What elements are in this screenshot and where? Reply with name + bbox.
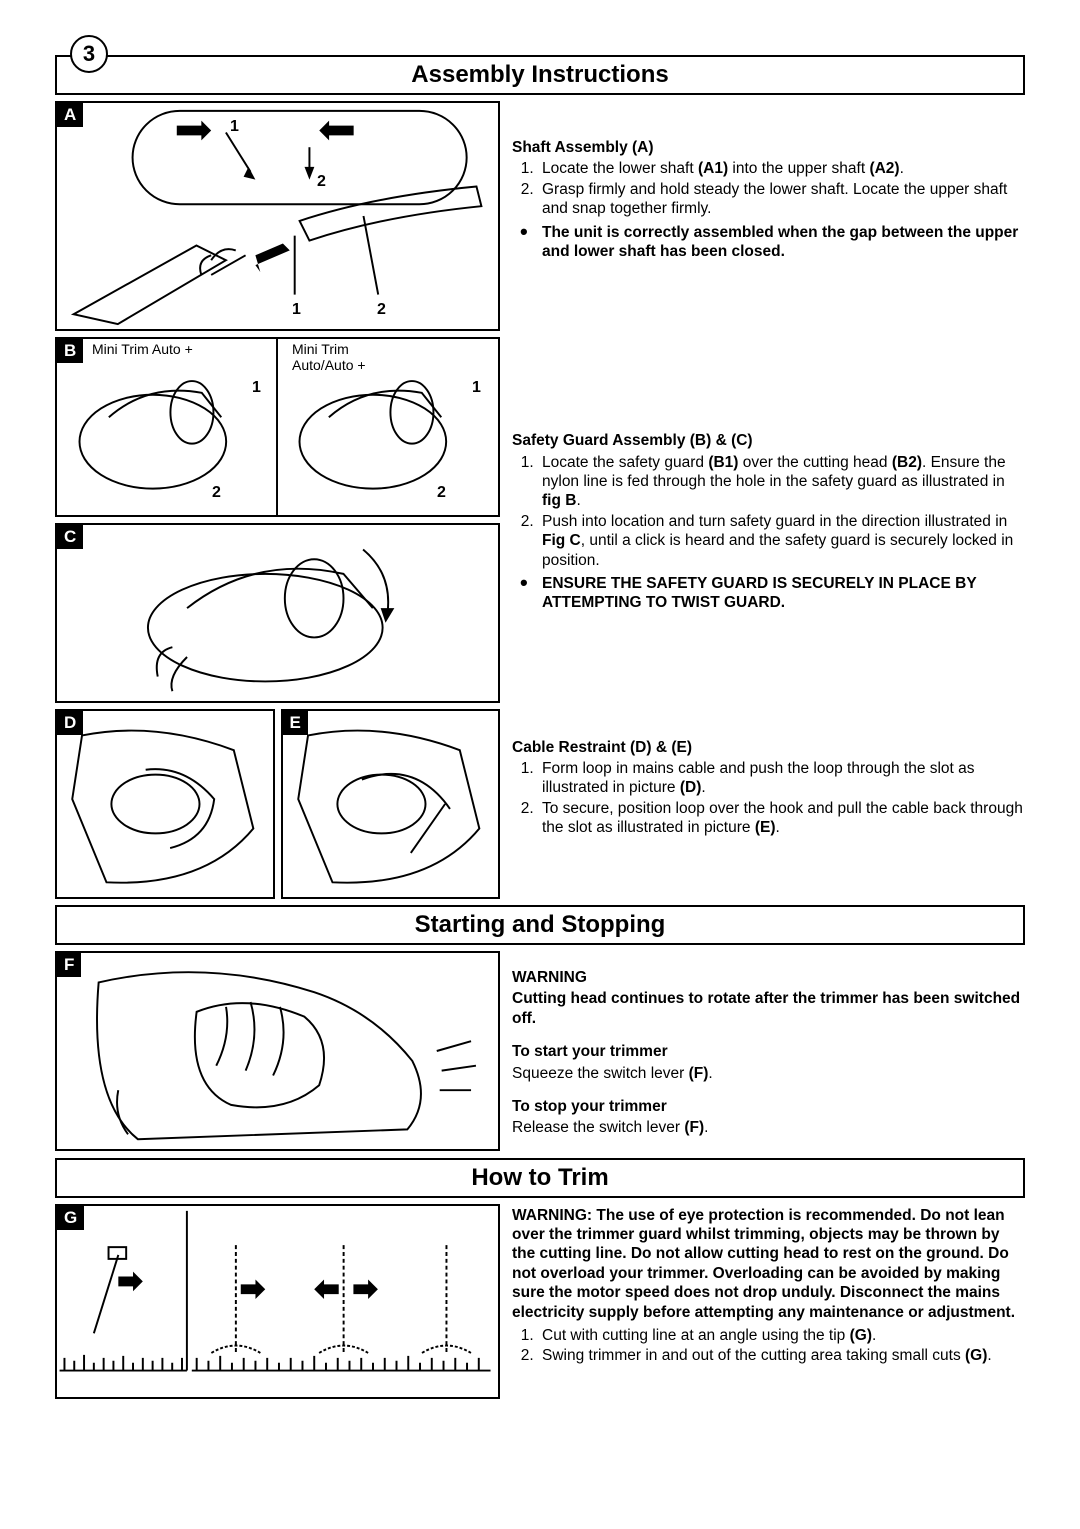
diagram-a-label: A [57,103,83,127]
shaft-steps: Locate the lower shaft (A1) into the upp… [512,159,1025,218]
start-block: To start your trimmer Squeeze the switch… [512,1042,1025,1083]
warning-text: Cutting head continues to rotate after t… [512,989,1025,1028]
guard-step-2: Push into location and turn safety guard… [538,512,1025,570]
diagram-e-svg [283,711,499,897]
diagram-d: D [55,709,275,899]
cable-step-1: Form loop in mains cable and push the lo… [538,759,1025,798]
diagram-de-row: D E [55,709,500,899]
diag-b-l2: 2 [212,484,221,502]
guard-heading: Safety Guard Assembly (B) & (C) [512,431,1025,450]
diagram-e: E [281,709,501,899]
diagram-a-svg [57,103,498,329]
guard-steps: Locate the safety guard (B1) over the cu… [512,453,1025,570]
diagram-d-label: D [57,711,83,735]
howto-step-1: Cut with cutting line at an angle using … [538,1326,1025,1345]
diagram-f-svg [57,953,498,1149]
stop-heading: To stop your trimmer [512,1097,1025,1116]
shaft-bullet: The unit is correctly assembled when the… [520,223,1025,262]
assembly-text: Shaft Assembly (A) Locate the lower shaf… [512,101,1025,899]
shaft-heading: Shaft Assembly (A) [512,138,1025,157]
diagram-c: C [55,523,500,703]
start-text: Squeeze the switch lever (F). [512,1064,1025,1083]
howto-title: How to Trim [55,1158,1025,1198]
starting-row: F WARNING Cutting head continues to rota… [55,951,1025,1152]
diagram-a: A 1 2 1 [55,101,500,331]
diag-b-r1: 1 [472,379,481,397]
diagram-f: F [55,951,500,1151]
starting-diagrams: F [55,951,500,1152]
starting-text: WARNING Cutting head continues to rotate… [512,951,1025,1152]
howto-warning: WARNING: The use of eye protection is re… [512,1206,1025,1322]
diagram-e-label: E [283,711,308,735]
diag-a-num2-bot: 2 [377,301,386,319]
start-heading: To start your trimmer [512,1042,1025,1061]
diag-a-num1-top: 1 [230,118,239,136]
diag-b-minitrim: Mini Trim Auto + [92,341,193,357]
starting-warning: WARNING Cutting head continues to rotate… [512,968,1025,1028]
diagram-c-svg [57,525,498,701]
assembly-row: A 1 2 1 [55,101,1025,899]
guard-block: Safety Guard Assembly (B) & (C) Locate t… [512,431,1025,612]
diag-b-minitrimauto: Mini Trim Auto/Auto + [292,341,412,373]
diagram-g-svg [57,1206,498,1397]
diagram-g-label: G [57,1206,84,1230]
cable-heading: Cable Restraint (D) & (E) [512,738,1025,757]
cable-step-2: To secure, position loop over the hook a… [538,799,1025,838]
starting-title: Starting and Stopping [55,905,1025,945]
diagram-f-label: F [57,953,81,977]
howto-text: WARNING: The use of eye protection is re… [512,1204,1025,1399]
shaft-step-1: Locate the lower shaft (A1) into the upp… [538,159,1025,178]
guard-bullet: ENSURE THE SAFETY GUARD IS SECURELY IN P… [520,574,1025,613]
cable-steps: Form loop in mains cable and push the lo… [512,759,1025,838]
howto-row: G [55,1204,1025,1399]
page-number-badge: 3 [70,35,108,73]
diag-a-num1-bot: 1 [292,301,301,319]
stop-block: To stop your trimmer Release the switch … [512,1097,1025,1138]
page-content: Assembly Instructions A [55,30,1025,1399]
guard-step-1: Locate the safety guard (B1) over the cu… [538,453,1025,511]
diagram-b-label: B [57,339,83,363]
howto-steps: Cut with cutting line at an angle using … [512,1326,1025,1366]
diagram-c-label: C [57,525,83,549]
guard-bullet-list: ENSURE THE SAFETY GUARD IS SECURELY IN P… [512,574,1025,613]
diag-a-num2-top: 2 [317,173,326,191]
howto-step-2: Swing trimmer in and out of the cutting … [538,1346,1025,1365]
cable-block: Cable Restraint (D) & (E) Form loop in m… [512,738,1025,838]
shaft-block: Shaft Assembly (A) Locate the lower shaf… [512,138,1025,261]
howto-diagrams: G [55,1204,500,1399]
diag-b-r2: 2 [437,484,446,502]
diagram-b-svg [57,339,498,515]
diagram-g: G [55,1204,500,1399]
assembly-title: Assembly Instructions [55,55,1025,95]
assembly-diagrams: A 1 2 1 [55,101,500,899]
warning-label: WARNING [512,968,1025,987]
diag-b-l1: 1 [252,379,261,397]
shaft-step-2: Grasp firmly and hold steady the lower s… [538,180,1025,219]
stop-text: Release the switch lever (F). [512,1118,1025,1137]
shaft-bullet-list: The unit is correctly assembled when the… [512,223,1025,262]
diagram-b: B Mini Trim Auto + Mini Trim Auto/Auto +… [55,337,500,517]
diagram-d-svg [57,711,273,897]
